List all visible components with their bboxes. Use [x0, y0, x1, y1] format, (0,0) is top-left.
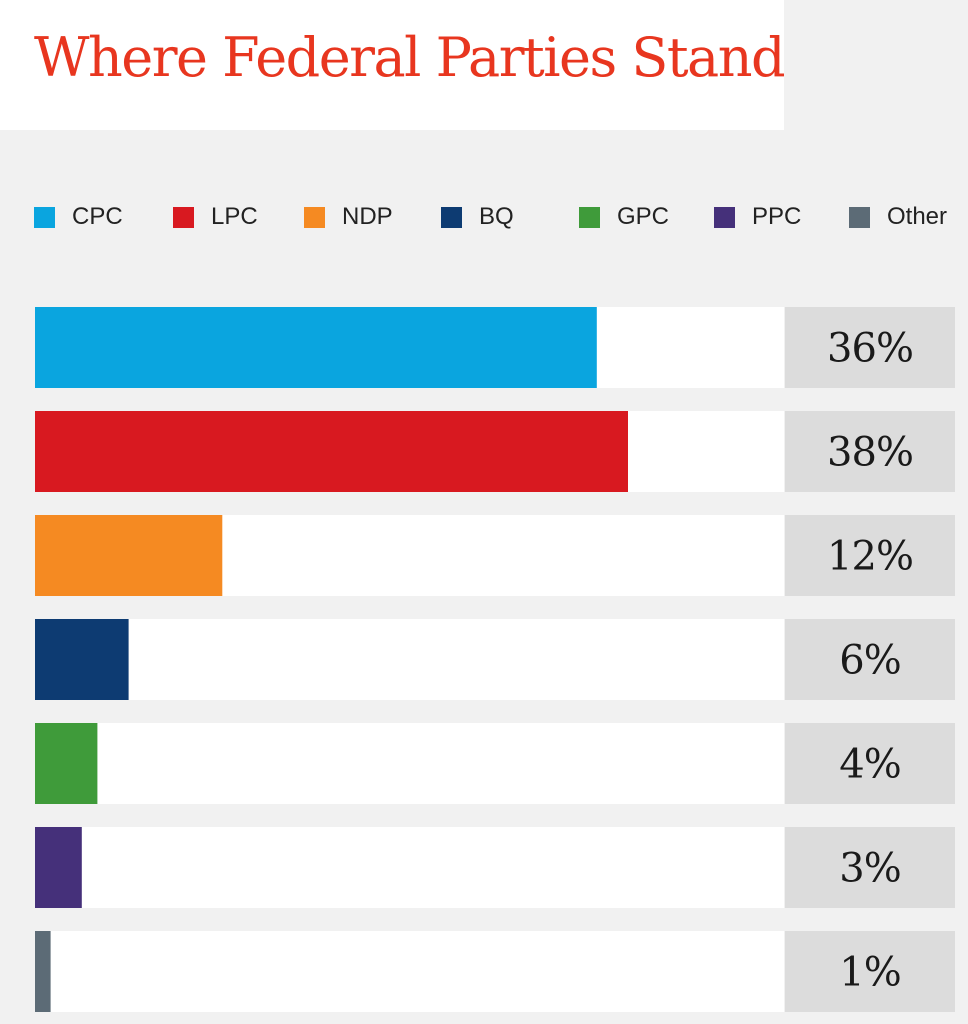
legend-swatch [304, 206, 325, 228]
bar-track-ppc [35, 827, 784, 908]
legend-label: PPC [752, 203, 802, 230]
legend-swatch [849, 206, 870, 228]
bar-track-other [35, 931, 784, 1012]
legend-swatch [173, 206, 194, 228]
bar-bq [35, 619, 129, 700]
legend-item-lpc: LPC [173, 199, 258, 235]
value-label-ppc: 3% [839, 846, 900, 892]
value-label-gpc: 4% [839, 742, 900, 788]
legend-item-bq: BQ [441, 199, 514, 235]
legend-label: LPC [211, 203, 258, 230]
value-box-other [785, 931, 955, 1012]
bar-other [35, 931, 51, 1012]
legend-label: NDP [342, 203, 393, 230]
legend-swatch [441, 206, 462, 228]
value-box-bq [785, 619, 955, 700]
bar-gpc [35, 723, 98, 804]
legend-item-ppc: PPC [714, 199, 801, 235]
legend-label: Other [887, 203, 948, 230]
legend-item-cpc: CPC [34, 199, 123, 235]
value-label-cpc: 36% [827, 326, 913, 372]
value-label-ndp: 12% [827, 534, 913, 580]
value-box-ndp [785, 515, 955, 596]
value-box-lpc [785, 411, 955, 492]
legend-item-gpc: GPC [579, 199, 669, 235]
value-box-gpc [785, 723, 955, 804]
value-box-ppc [785, 827, 955, 908]
value-label-bq: 6% [839, 638, 900, 684]
legend-item-other: Other [849, 199, 947, 235]
bar-cpc [35, 307, 597, 388]
bar-lpc [35, 411, 628, 492]
legend: CPC LPC NDP BQ GPC PPC Other [34, 199, 964, 235]
chart-title: Where Federal Parties Stand [34, 26, 786, 89]
legend-swatch [579, 206, 600, 228]
value-label-other: 1% [839, 950, 900, 996]
legend-swatch [714, 206, 735, 228]
bar-track-bq [35, 619, 784, 700]
value-label-lpc: 38% [827, 430, 913, 476]
legend-label: CPC [72, 203, 123, 230]
bar-ndp [35, 515, 223, 596]
legend-item-ndp: NDP [304, 199, 393, 235]
title-panel: Where Federal Parties Stand [0, 0, 786, 130]
legend-label: BQ [479, 203, 514, 230]
legend-label: GPC [617, 203, 670, 230]
bar-track-gpc [35, 723, 784, 804]
value-box-cpc [785, 307, 955, 388]
legend-swatch [34, 206, 55, 228]
bar-ppc [35, 827, 82, 908]
